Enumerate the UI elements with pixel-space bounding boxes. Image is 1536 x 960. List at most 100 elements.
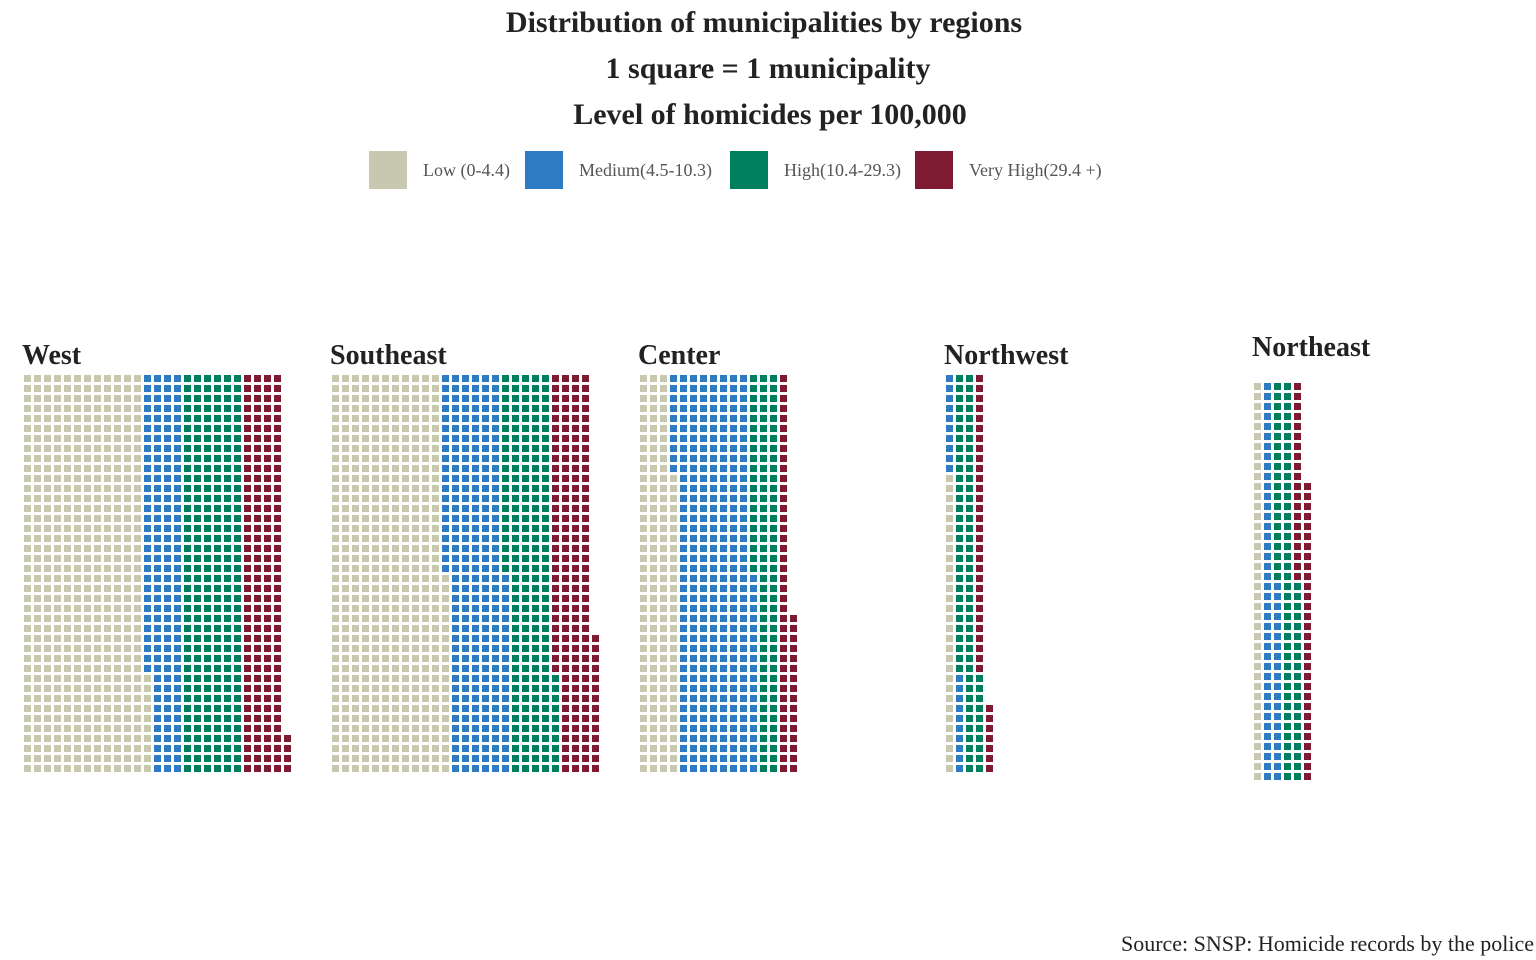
waffle-square — [720, 385, 727, 392]
waffle-square — [770, 535, 777, 542]
waffle-square — [482, 615, 489, 622]
waffle-square — [362, 655, 369, 662]
waffle-square — [24, 705, 31, 712]
waffle-square — [104, 605, 111, 612]
waffle-square — [54, 385, 61, 392]
waffle-square — [1264, 623, 1271, 630]
waffle-square — [462, 715, 469, 722]
waffle-square — [522, 575, 529, 582]
waffle-square — [562, 385, 569, 392]
waffle-square — [522, 445, 529, 452]
waffle-square — [1284, 433, 1291, 440]
waffle-square — [720, 635, 727, 642]
waffle-square — [700, 385, 707, 392]
waffle-square — [670, 735, 677, 742]
waffle-square — [34, 695, 41, 702]
waffle-square — [512, 405, 519, 412]
waffle-square — [134, 615, 141, 622]
waffle-square — [542, 545, 549, 552]
waffle-square — [174, 385, 181, 392]
waffle-square — [214, 425, 221, 432]
waffle-square — [94, 765, 101, 772]
waffle-square — [760, 585, 767, 592]
waffle-square — [174, 425, 181, 432]
waffle-square — [342, 495, 349, 502]
waffle-square — [244, 595, 251, 602]
waffle-square — [264, 425, 271, 432]
waffle-square — [572, 545, 579, 552]
waffle-square — [640, 625, 647, 632]
waffle-square — [184, 435, 191, 442]
waffle-square — [1304, 563, 1311, 570]
waffle-square — [492, 395, 499, 402]
waffle-square — [174, 485, 181, 492]
waffle-square — [650, 535, 657, 542]
waffle-square — [740, 535, 747, 542]
waffle-square — [342, 665, 349, 672]
waffle-square — [730, 485, 737, 492]
waffle-square — [442, 555, 449, 562]
waffle-square — [124, 555, 131, 562]
waffle-square — [750, 765, 757, 772]
waffle-square — [264, 625, 271, 632]
waffle-square — [214, 525, 221, 532]
waffle-square — [482, 755, 489, 762]
waffle-square — [670, 685, 677, 692]
waffle-square — [670, 745, 677, 752]
waffle-square — [134, 695, 141, 702]
waffle-square — [144, 575, 151, 582]
waffle-square — [1264, 483, 1271, 490]
waffle-square — [164, 445, 171, 452]
waffle-square — [144, 735, 151, 742]
waffle-square — [264, 495, 271, 502]
waffle-square — [720, 655, 727, 662]
waffle-square — [956, 645, 963, 652]
waffle-square — [956, 565, 963, 572]
waffle-square — [1294, 453, 1301, 460]
waffle-square — [452, 445, 459, 452]
waffle-square — [382, 765, 389, 772]
waffle-square — [362, 615, 369, 622]
waffle-square — [562, 625, 569, 632]
waffle-square — [342, 415, 349, 422]
waffle-square — [670, 695, 677, 702]
waffle-square — [382, 525, 389, 532]
waffle-square — [194, 545, 201, 552]
waffle-square — [154, 495, 161, 502]
waffle-square — [452, 475, 459, 482]
waffle-square — [432, 715, 439, 722]
waffle-square — [582, 755, 589, 762]
waffle-square — [114, 685, 121, 692]
waffle-square — [352, 395, 359, 402]
waffle-square — [214, 545, 221, 552]
waffle-square — [740, 565, 747, 572]
waffle-square — [34, 655, 41, 662]
waffle-square — [154, 585, 161, 592]
waffle-square — [650, 585, 657, 592]
waffle-square — [44, 435, 51, 442]
waffle-square — [1284, 713, 1291, 720]
waffle-square — [382, 535, 389, 542]
waffle-square — [452, 685, 459, 692]
waffle-square — [452, 625, 459, 632]
waffle-square — [124, 565, 131, 572]
waffle-square — [382, 555, 389, 562]
waffle-square — [442, 575, 449, 582]
waffle-square — [274, 655, 281, 662]
waffle-square — [74, 515, 81, 522]
waffle-square — [472, 615, 479, 622]
waffle-square — [352, 725, 359, 732]
waffle-square — [552, 395, 559, 402]
waffle-square — [1254, 763, 1261, 770]
waffle-square — [134, 435, 141, 442]
waffle-square — [660, 675, 667, 682]
waffle-square — [392, 495, 399, 502]
waffle-square — [730, 705, 737, 712]
waffle-square — [720, 595, 727, 602]
waffle-square — [352, 425, 359, 432]
waffle-square — [452, 725, 459, 732]
waffle-square — [572, 755, 579, 762]
waffle-square — [592, 645, 599, 652]
waffle-square — [24, 555, 31, 562]
waffle-square — [34, 585, 41, 592]
